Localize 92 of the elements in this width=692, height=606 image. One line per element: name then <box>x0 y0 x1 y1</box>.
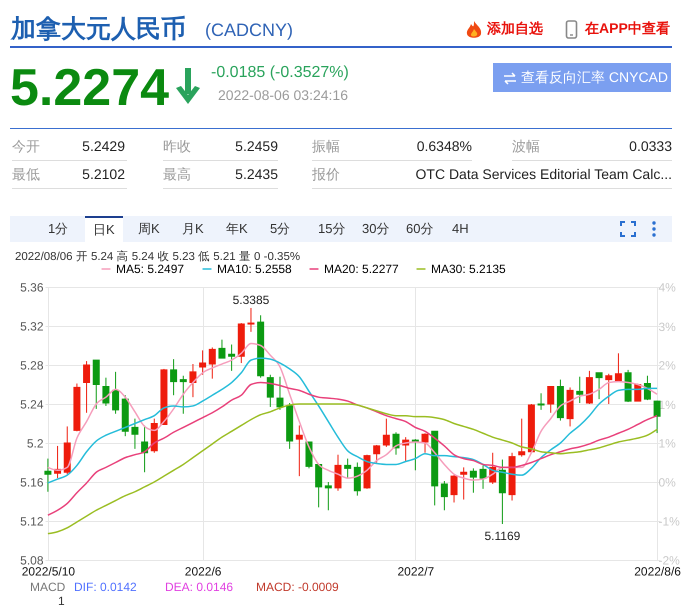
candlestick <box>315 464 322 508</box>
text: 5.2274 <box>10 58 170 118</box>
annotation: 5.3385 <box>232 292 270 307</box>
text: 15分 <box>317 220 346 238</box>
candlestick <box>344 458 352 479</box>
candlestick <box>470 468 477 494</box>
text: 2022/08/06 开 5.24 高 5.24 收 5.23 低 5.21 量 0 -0.35% <box>15 249 300 264</box>
legend-label: MA20: 5.2277 <box>324 262 400 276</box>
text: 日K <box>85 216 123 242</box>
candlestick <box>324 482 332 511</box>
candlestick <box>373 444 380 463</box>
text: 今开 <box>12 138 40 156</box>
candlestick <box>440 480 448 511</box>
text: 5.2435 <box>235 166 278 182</box>
text: 年K <box>225 220 249 238</box>
candlestick <box>654 400 661 434</box>
candlestick <box>83 360 90 414</box>
text: DIF: 0.0142 <box>74 580 137 594</box>
text: 添加自选 <box>487 20 543 38</box>
y-tick-label: 5.24 <box>20 398 44 412</box>
text: 在APP中查看 <box>585 20 670 38</box>
y-tick-label: 5.2 <box>26 436 44 450</box>
chart-title: 加拿大元人民币 <box>11 14 186 45</box>
x-tick-label: 2022/6 <box>184 564 222 578</box>
candlestick <box>247 307 254 332</box>
candlestick <box>44 458 52 492</box>
text: DEA: 0.0146 <box>165 580 234 594</box>
annotation: 5.1169 <box>484 529 521 544</box>
text: 振幅 <box>312 138 340 156</box>
text: 5.2429 <box>82 138 125 154</box>
candlestick <box>422 432 429 454</box>
text: 报价 <box>312 166 340 184</box>
candlestick <box>266 374 274 408</box>
text: -0.0185 (-0.3527%) <box>211 64 349 82</box>
text: 波幅 <box>512 138 540 156</box>
text: 昨收 <box>163 138 191 156</box>
candlestick <box>605 373 612 404</box>
y-tick-label: 5.08 <box>20 554 44 568</box>
legend-label: MA30: 5.2135 <box>431 262 506 276</box>
candlestick <box>296 424 303 477</box>
text: MACD: -0.0009 <box>256 580 339 594</box>
candlestick <box>218 339 226 359</box>
text: 4H <box>451 220 470 238</box>
text: 5.2102 <box>82 166 125 182</box>
text: 30分 <box>361 220 390 238</box>
candlestick <box>382 418 390 448</box>
text: 1 <box>58 594 65 606</box>
text: 60分 <box>405 220 434 238</box>
candlestick <box>354 462 361 496</box>
x-tick-label: 2022/7 <box>398 564 435 578</box>
x-tick-label: 2022/8/6 <box>634 564 682 578</box>
candlestick <box>538 392 545 410</box>
candlestick <box>102 377 110 406</box>
candlestick <box>131 418 138 450</box>
y-tick-label: 5.12 <box>20 514 44 528</box>
legend-label: MA10: 5.2558 <box>217 262 292 276</box>
candlestick <box>392 432 400 456</box>
y-tick-label: 5.16 <box>20 476 44 490</box>
text: 月K <box>181 220 205 238</box>
candlestick <box>170 358 178 396</box>
x-tick-label: 2022/5/10 <box>22 564 76 578</box>
y-tick-label: 5.36 <box>20 280 44 294</box>
candlestick <box>498 459 506 525</box>
text: 最低 <box>12 166 40 184</box>
candlestick <box>276 376 284 410</box>
candlestick <box>518 418 526 458</box>
y-tick-label: 5.32 <box>20 320 44 334</box>
candlestick <box>199 350 206 376</box>
candlestick <box>614 352 622 382</box>
candlestick <box>208 346 216 380</box>
text: 2022-08-06 03:24:16 <box>218 87 348 103</box>
text: OTC Data Services Editorial Team Calc... <box>416 166 672 182</box>
candlestick <box>450 474 458 503</box>
candlestick <box>576 376 584 404</box>
text: MACD <box>30 580 66 594</box>
text: 5分 <box>269 220 292 238</box>
candlestick <box>112 371 120 414</box>
text: 1分 <box>47 220 70 238</box>
text: 查看反向汇率 CNYCAD <box>493 63 671 92</box>
text: 0.6348% <box>416 138 472 154</box>
candlestick <box>480 464 487 490</box>
candlestick <box>334 454 342 492</box>
text: 周K <box>137 220 161 238</box>
y-tick-label: 5.28 <box>20 358 44 372</box>
candlestick <box>547 386 554 414</box>
text: 最高 <box>163 166 191 184</box>
candlestick <box>596 372 603 400</box>
candlestick <box>180 375 187 414</box>
legend-label: MA5: 5.2497 <box>116 262 184 276</box>
text: 0.0333 <box>629 138 672 154</box>
text: 5.2459 <box>235 138 278 154</box>
chart-subtitle: (CADCNY) <box>205 20 293 41</box>
